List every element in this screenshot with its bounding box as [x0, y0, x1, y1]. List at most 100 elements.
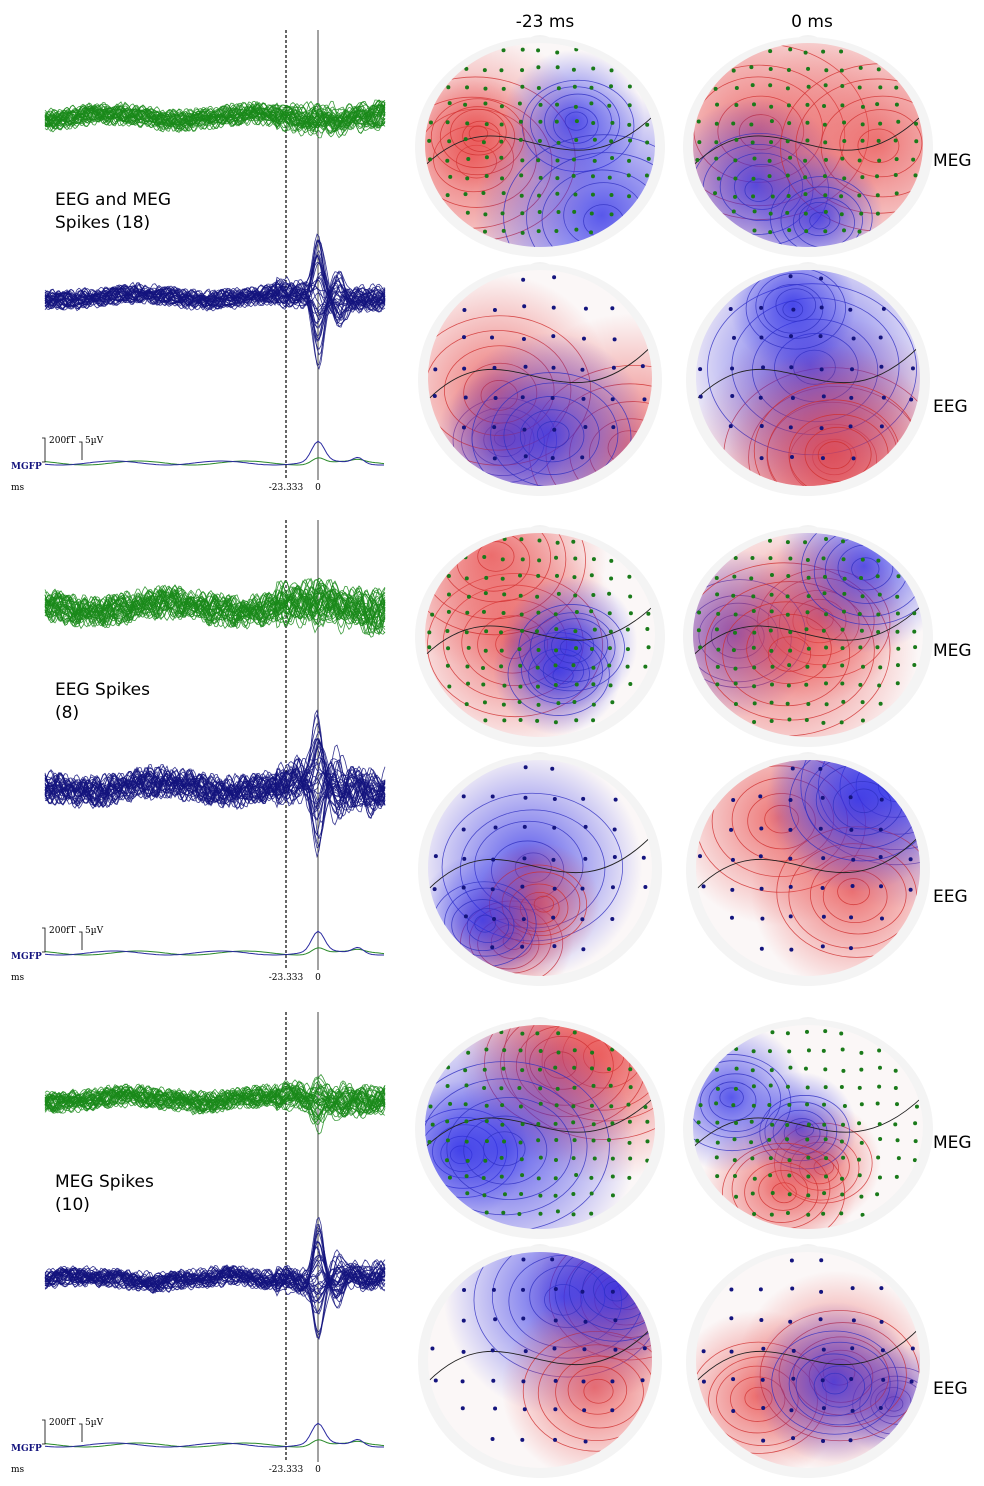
- sensor: [760, 1377, 765, 1382]
- sensor: [517, 700, 522, 705]
- sensor: [627, 103, 632, 108]
- sensor: [820, 456, 825, 461]
- sensor: [840, 663, 845, 668]
- unit-label: ms: [11, 1465, 25, 1475]
- contour: [782, 300, 804, 318]
- sensor: [483, 591, 488, 596]
- sensor: [627, 1119, 632, 1124]
- sensor: [786, 103, 791, 108]
- sensor: [573, 104, 578, 109]
- sensor: [715, 664, 720, 669]
- sensor: [571, 539, 576, 544]
- sensor: [750, 556, 755, 561]
- sensor: [839, 1211, 844, 1216]
- sensor: [913, 1121, 918, 1126]
- sensor: [878, 701, 883, 706]
- sensor: [857, 1121, 862, 1126]
- sensor: [877, 1048, 882, 1053]
- sensor: [445, 158, 450, 163]
- sensor: [909, 397, 914, 402]
- waveform: [44, 582, 386, 635]
- sensor: [427, 630, 432, 635]
- sensor: [555, 102, 560, 107]
- sensor: [822, 104, 827, 109]
- sensor: [490, 335, 495, 340]
- sensor: [500, 557, 505, 562]
- sensor: [785, 86, 790, 91]
- sensor: [806, 1155, 811, 1160]
- contour: [813, 533, 923, 617]
- sensor: [791, 307, 796, 312]
- sensor: [574, 119, 579, 124]
- sensor: [520, 1031, 525, 1036]
- sensor: [804, 682, 809, 687]
- contour: [568, 1252, 652, 1330]
- sensor: [769, 700, 774, 705]
- contour: [474, 914, 496, 933]
- sensor: [538, 102, 543, 107]
- sensor: [768, 628, 773, 633]
- sensor: [822, 1102, 827, 1107]
- sensor: [749, 65, 754, 70]
- sensor: [714, 1155, 719, 1160]
- panel-label: Spikes (18): [55, 213, 150, 233]
- sensor: [522, 824, 527, 829]
- sensor: [859, 1102, 864, 1107]
- sensor: [785, 173, 790, 178]
- sensor: [877, 683, 882, 688]
- field-blob: [727, 345, 920, 486]
- sensor: [910, 366, 915, 371]
- sensor: [786, 683, 791, 688]
- contour: [425, 1078, 588, 1216]
- sensor: [465, 664, 470, 669]
- contour: [425, 533, 567, 620]
- sensor: [821, 720, 826, 725]
- waveform: [44, 284, 386, 323]
- waveform: [44, 101, 386, 133]
- contour: [444, 887, 529, 957]
- sensor: [714, 156, 719, 161]
- contour: [541, 169, 655, 247]
- sensor: [536, 610, 541, 615]
- sensor: [715, 1140, 720, 1145]
- sensor: [607, 1067, 612, 1072]
- sensor: [878, 85, 883, 90]
- sensor: [912, 629, 917, 634]
- sensor: [499, 68, 504, 73]
- sensor: [729, 827, 734, 832]
- sensor: [574, 682, 579, 687]
- sensor: [733, 555, 738, 560]
- sensor: [821, 556, 826, 561]
- sensor: [462, 366, 467, 371]
- sensor: [876, 1155, 881, 1160]
- sensor: [499, 139, 504, 144]
- sensor: [553, 663, 558, 668]
- sensor: [571, 1104, 576, 1109]
- sensor: [607, 1138, 612, 1143]
- sensor: [788, 47, 793, 52]
- sensor: [573, 556, 578, 561]
- time-label: -23.333: [269, 973, 304, 983]
- sensor: [582, 1408, 587, 1413]
- column-header: 0 ms: [791, 12, 833, 32]
- sensor: [751, 194, 756, 199]
- sensor: [840, 627, 845, 632]
- sensor: [502, 592, 507, 597]
- field-blob: [447, 332, 650, 486]
- sensor: [464, 1119, 469, 1124]
- sensor: [895, 681, 900, 686]
- sensor: [611, 365, 616, 370]
- sensor: [732, 1158, 737, 1163]
- contour: [583, 1378, 614, 1404]
- sensor: [758, 395, 763, 400]
- sensor: [583, 1439, 588, 1444]
- sensor: [500, 1122, 505, 1127]
- contour: [851, 557, 880, 581]
- sensor: [484, 629, 489, 634]
- sensor: [522, 427, 527, 432]
- sensor: [523, 454, 528, 459]
- panel-label: EEG and MEG: [55, 190, 171, 210]
- sensor: [625, 664, 630, 669]
- sensor: [878, 121, 883, 126]
